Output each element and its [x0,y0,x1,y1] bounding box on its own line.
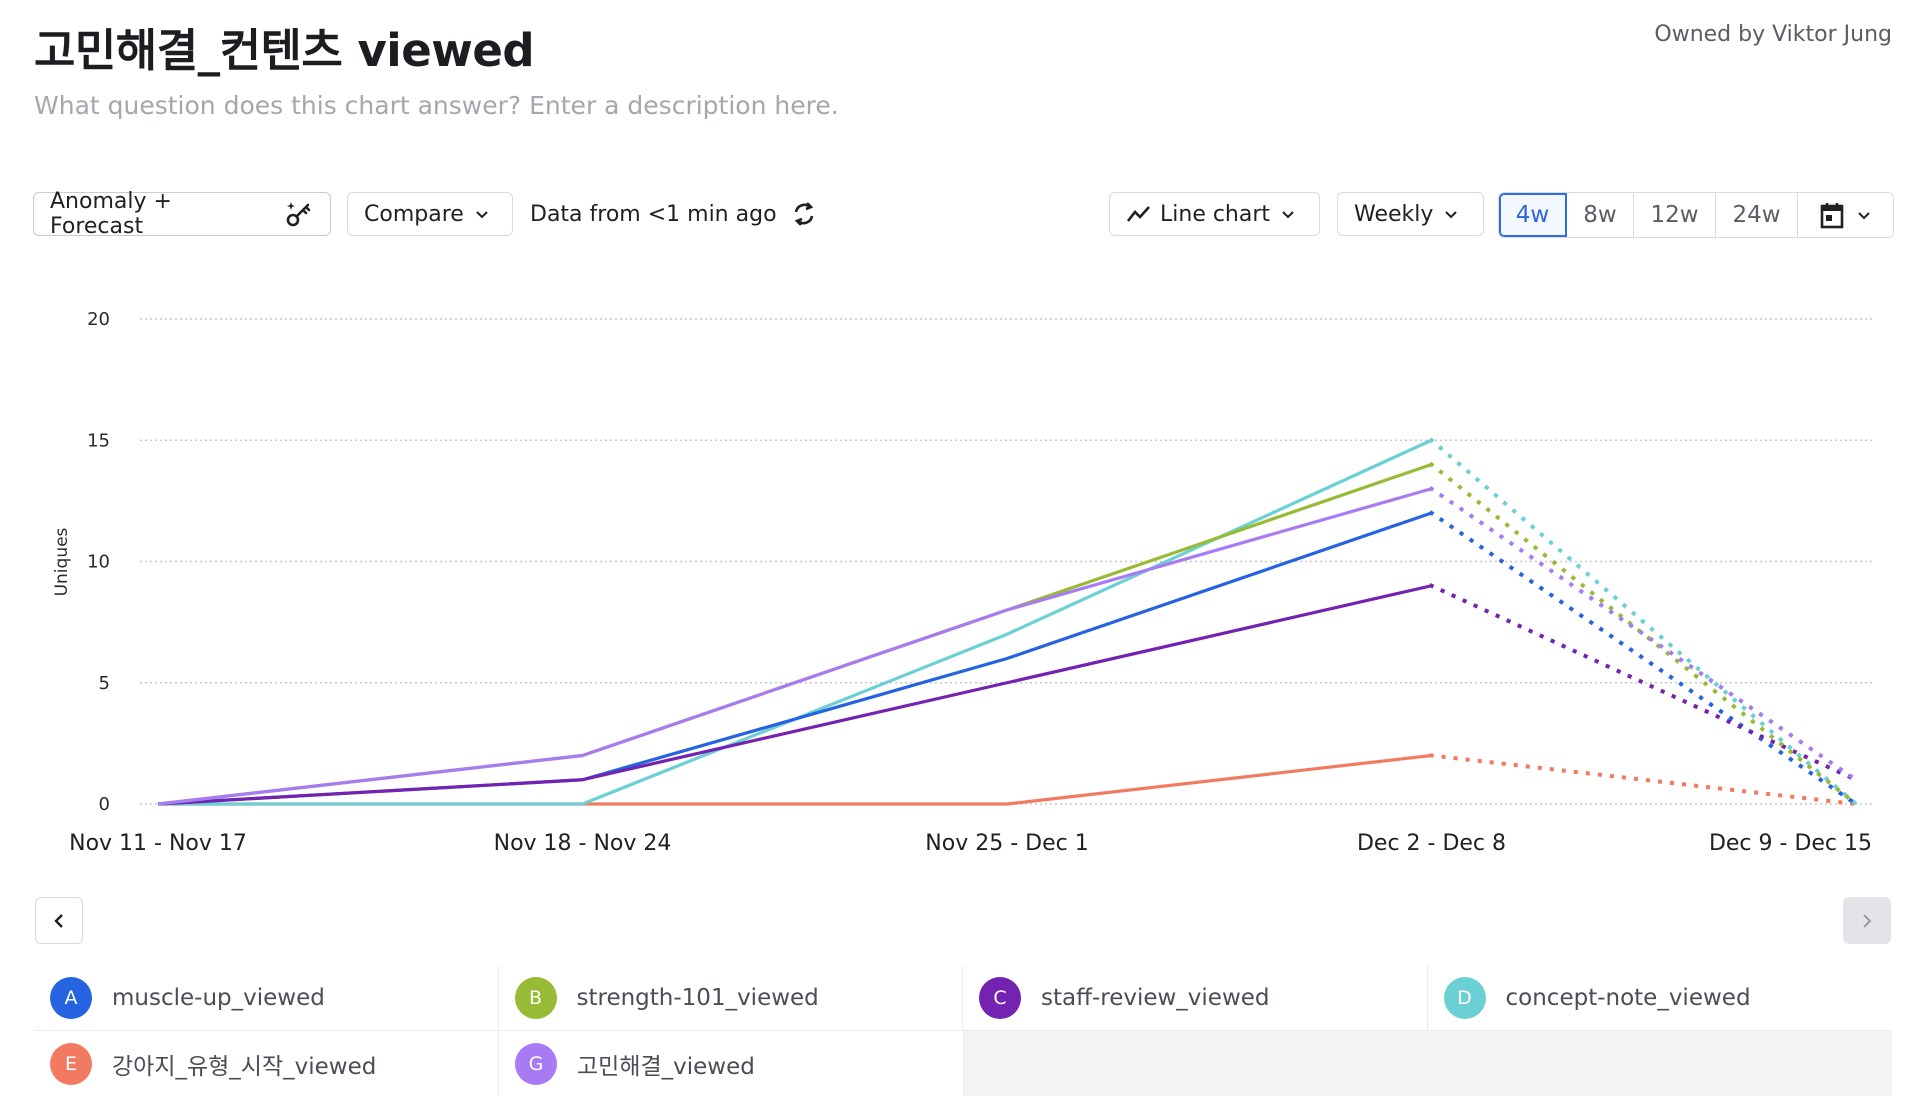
series-forecast-line-b[interactable] [1428,461,1859,807]
series-line-c[interactable] [157,584,1432,806]
legend-prev-button[interactable] [35,897,83,944]
range-4w[interactable]: 4w [1499,193,1567,237]
chevron-right-icon [1859,912,1875,930]
interval-dropdown[interactable]: Weekly [1337,192,1484,236]
series-name: strength-101_viewed [576,984,819,1011]
series-line-e[interactable] [158,753,1432,806]
legend-item-d[interactable]: D concept-note_viewed [1428,965,1893,1030]
interval-label: Weekly [1354,201,1434,227]
chevron-down-icon [474,206,490,222]
chart-title[interactable]: 고민해결_컨텐츠 viewed [34,24,535,77]
series-badge: C [979,976,1021,1019]
line-chart-icon [1126,203,1152,225]
series-badge: A [50,976,92,1019]
series-forecast-line-a[interactable] [1428,510,1859,807]
anomaly-forecast-label: Anomaly + Forecast [50,189,172,239]
series-line-g[interactable] [157,487,1432,806]
chevron-left-icon [51,912,67,930]
y-tick-label: 15 [87,430,110,451]
x-tick-label: Nov 25 - Dec 1 [925,831,1088,856]
x-tick-label: Dec 9 - Dec 15 [1709,831,1872,856]
y-tick-label: 20 [87,309,110,330]
legend-item-g[interactable]: G 고민해결_viewed [499,1031,964,1096]
y-tick-label: 5 [99,673,110,694]
chart-type-label: Line chart [1160,201,1271,227]
series-forecast-line-d[interactable] [1428,437,1859,807]
series-line-b[interactable] [157,462,1433,806]
line-chart: 0 5 10 15 20 Uniques Nov 11 - Nov 17 Nov 18 -… [52,309,1872,856]
chart-type-dropdown[interactable]: Line chart [1109,192,1320,236]
y-tick-label: 10 [87,552,110,573]
series-name: 강아지_유형_시작_viewed [112,1053,377,1080]
range-8w[interactable]: 8w [1567,193,1634,237]
legend-item-e[interactable]: E 강아지_유형_시작_viewed [34,1031,499,1096]
series-legend: A muscle-up_viewed B strength-101_viewed… [34,965,1892,1096]
x-tick-label: Nov 18 - Nov 24 [494,831,672,856]
series-forecast-line-e[interactable] [1429,753,1859,807]
data-freshness: Data from <1 min ago [530,201,777,227]
chevron-down-icon [1280,206,1296,222]
series-line-d[interactable] [158,438,1433,806]
series-name: concept-note_viewed [1505,984,1751,1011]
y-axis-label: Uniques [52,527,72,596]
legend-next-button[interactable] [1843,897,1891,944]
compare-label: Compare [364,201,464,227]
legend-item-c[interactable]: C staff-review_viewed [963,965,1428,1030]
chevron-down-icon [1856,207,1872,223]
series-line-a[interactable] [157,511,1433,806]
legend-item-a[interactable]: A muscle-up_viewed [34,965,499,1030]
description-input[interactable]: What question does this chart answer? En… [34,91,839,120]
series-badge: B [514,976,557,1019]
series-badge: E [50,1042,92,1085]
owner-label: Owned by Viktor Jung [1654,22,1892,47]
range-12w[interactable]: 12w [1634,193,1716,237]
y-tick-label: 0 [99,794,110,815]
series-badge: G [515,1042,557,1085]
series-forecast-line-g[interactable] [1428,485,1859,783]
date-range-selector: 4w 8w 12w 24w [1498,192,1894,238]
series-name: muscle-up_viewed [112,984,325,1011]
anomaly-forecast-button[interactable]: Anomaly + Forecast [33,189,331,239]
compare-dropdown[interactable]: Compare [347,192,513,236]
sparkle-key-icon [284,199,314,229]
calendar-icon [1820,201,1844,229]
series-forecast-line-c[interactable] [1428,583,1859,783]
legend-item-b[interactable]: B strength-101_viewed [499,965,963,1030]
series-name: 고민해결_viewed [577,1053,755,1080]
x-tick-label: Dec 2 - Dec 8 [1357,831,1506,856]
range-24w[interactable]: 24w [1716,193,1798,237]
series-name: staff-review_viewed [1041,984,1270,1011]
series-badge: D [1443,976,1486,1019]
custom-date-button[interactable] [1798,193,1893,237]
refresh-icon[interactable] [789,192,819,236]
chevron-down-icon [1443,206,1459,222]
x-tick-label: Nov 11 - Nov 17 [69,831,247,856]
legend-empty-area [964,1031,1892,1096]
